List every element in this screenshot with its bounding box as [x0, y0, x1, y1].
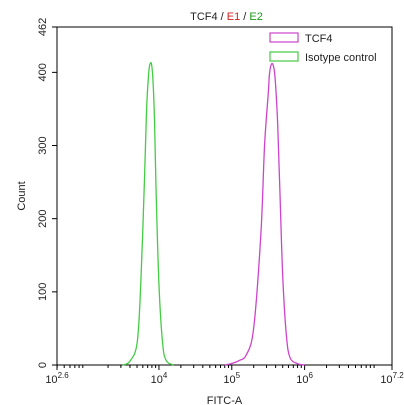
x-axis-ticks: 102.6 104 105 106 107.2	[45, 365, 404, 386]
y-axis-title: Count	[16, 181, 28, 210]
x-axis-title: FITC-A	[207, 395, 243, 405]
legend-swatch	[269, 32, 299, 43]
y-tick-label: 100	[37, 283, 49, 301]
chart-title: TCF4 / E1 / E2	[190, 11, 263, 23]
x-tick-label: 105	[223, 371, 240, 386]
title-part: /	[218, 11, 227, 23]
y-tick-label: 462	[37, 18, 49, 36]
series-line	[224, 62, 305, 366]
x-tick-label: 102.6	[45, 371, 69, 386]
series-group	[122, 61, 305, 366]
x-tick-label: 107.2	[380, 371, 404, 386]
legend-label: TCF4	[305, 33, 333, 45]
y-tick-label: 0	[37, 362, 49, 368]
y-axis-ticks: 0 100 200 300 400 462	[37, 18, 57, 368]
x-tick-label: 106	[296, 371, 313, 386]
y-tick-label: 300	[37, 136, 49, 154]
y-tick-label: 200	[37, 209, 49, 227]
title-part: E1	[227, 11, 240, 23]
title-part: E2	[249, 11, 262, 23]
title-part: TCF4	[190, 11, 218, 23]
legend-swatch	[269, 51, 299, 62]
plot-area-frame	[56, 26, 393, 366]
title-part: /	[240, 11, 249, 23]
y-tick-label: 400	[37, 63, 49, 81]
series-line	[122, 61, 174, 366]
legend-label: Isotype control	[305, 52, 377, 64]
x-tick-label: 104	[151, 371, 168, 386]
legend: TCF4 Isotype control	[269, 32, 377, 64]
